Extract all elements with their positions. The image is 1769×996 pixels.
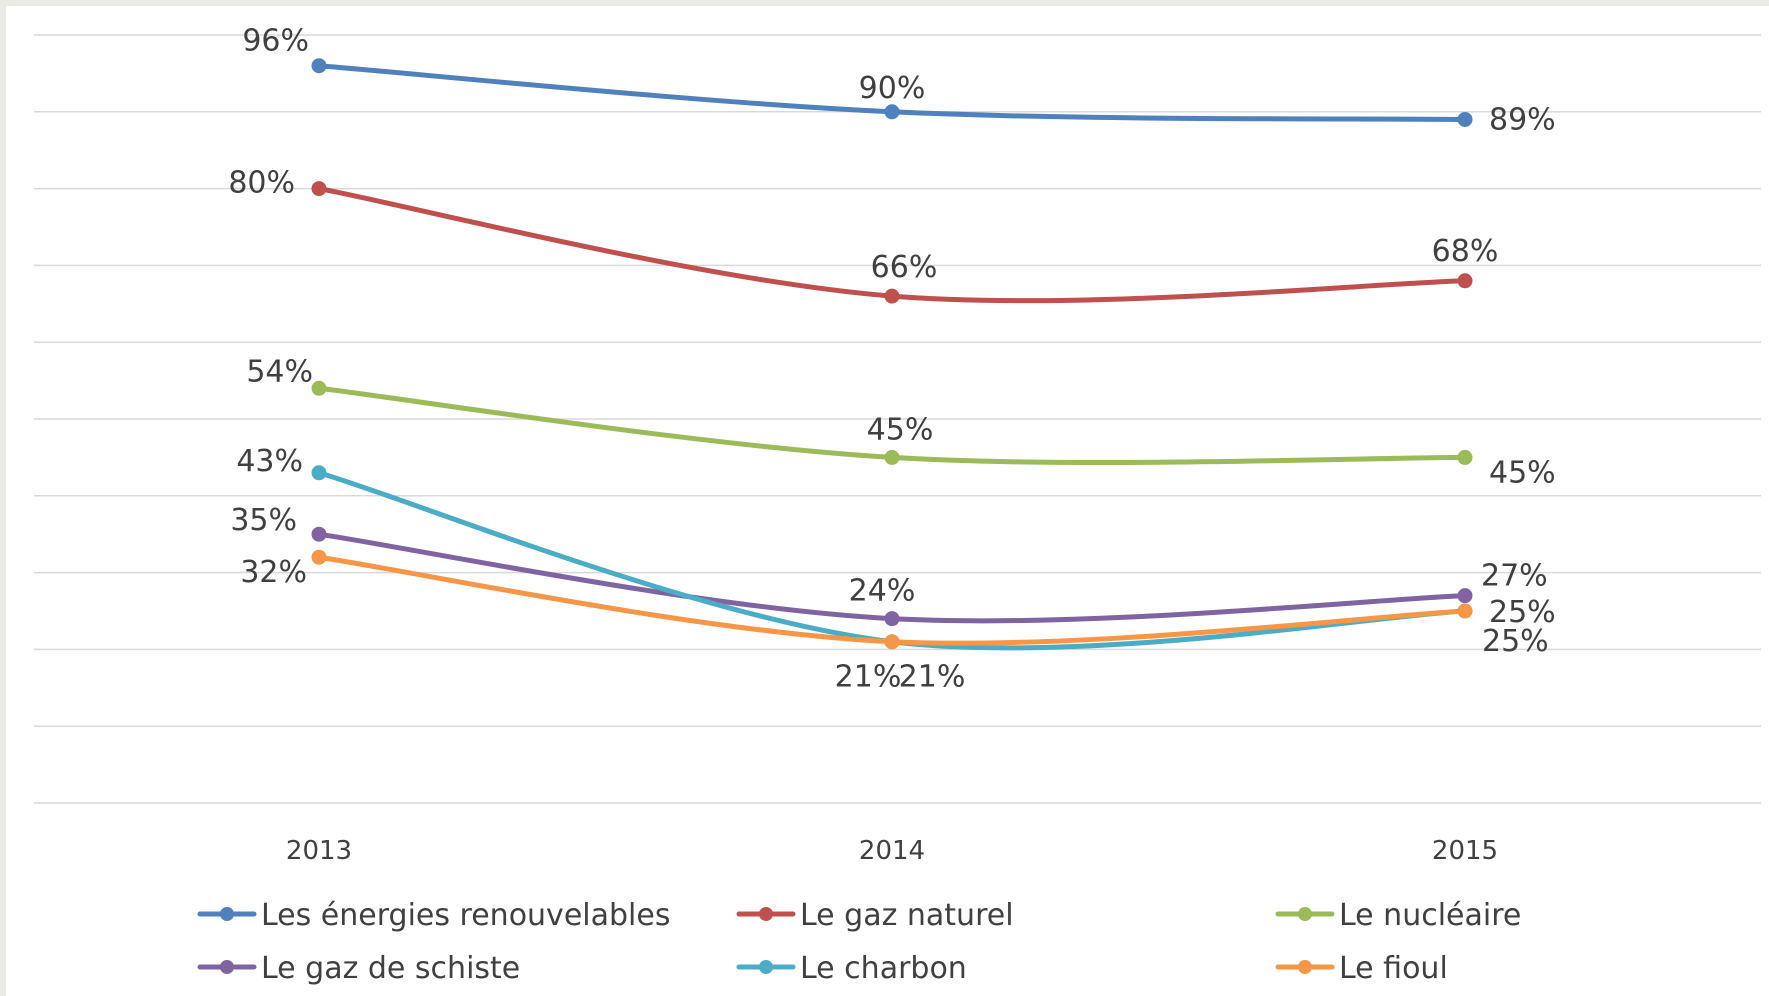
data-label: 43% (236, 444, 303, 479)
legend-item: Le fioul (1275, 951, 1448, 986)
legend-swatch-marker (759, 960, 773, 974)
data-point (311, 58, 327, 74)
data-point (1457, 273, 1473, 289)
data-label: 25% (1489, 595, 1556, 630)
legend-label: Le nucléaire (1339, 898, 1521, 933)
legend-label: Le gaz naturel (800, 898, 1014, 933)
data-label: 96% (242, 24, 309, 59)
data-point (884, 449, 900, 465)
data-label: 68% (1432, 234, 1499, 269)
series-3 (311, 380, 1473, 466)
legend-label: Les énergies renouvelables (261, 898, 670, 933)
data-label: 90% (859, 71, 926, 106)
legend-swatch-marker (1298, 907, 1312, 921)
data-point (311, 465, 327, 481)
chart-frame: 96% 90% 89% 80% 66% 68% 54% 45% 45% 35% 24% 27% 43% 2… (6, 6, 1769, 996)
data-point (884, 611, 900, 627)
data-label: 21% (835, 660, 902, 695)
legend: Les énergies renouvelables Le gaz naturel… (197, 898, 1521, 986)
gridlines (34, 34, 1761, 804)
data-point (1457, 603, 1473, 619)
data-point (311, 549, 327, 565)
legend-swatch-marker (759, 907, 773, 921)
data-label: 25% (1482, 624, 1549, 659)
data-label: 89% (1489, 102, 1556, 137)
legend-swatch-marker (1298, 960, 1312, 974)
line-chart: 96% 90% 89% 80% 66% 68% 54% 45% 45% 35% 24% 27% 43% 2… (34, 24, 1761, 986)
series-layer (311, 58, 1473, 651)
data-label: 45% (1489, 455, 1556, 490)
data-point (1457, 449, 1473, 465)
data-point (311, 380, 327, 396)
series-1 (311, 58, 1473, 127)
legend-item: Le charbon (736, 951, 967, 986)
x-axis: 2013 2014 2015 (286, 836, 1498, 866)
legend-item: Le gaz de schiste (197, 951, 520, 986)
data-point (311, 181, 327, 197)
legend-item: Le gaz naturel (736, 898, 1014, 933)
data-label: 66% (871, 250, 938, 285)
data-point (884, 104, 900, 120)
series-2 (311, 181, 1473, 304)
data-point (1457, 588, 1473, 604)
data-point (1457, 111, 1473, 127)
legend-item: Le nucléaire (1275, 898, 1521, 933)
legend-item: Les énergies renouvelables (197, 898, 670, 933)
legend-label: Le fioul (1339, 951, 1448, 986)
series-4 (311, 526, 1473, 627)
legend-swatch-marker (220, 907, 234, 921)
legend-swatch-marker (220, 960, 234, 974)
data-label: 80% (228, 166, 295, 201)
data-point (311, 526, 327, 542)
data-label: 32% (240, 555, 307, 590)
data-point (884, 634, 900, 650)
series-6 (311, 549, 1473, 650)
x-tick-label: 2015 (1432, 836, 1498, 866)
data-label: 27% (1481, 559, 1548, 594)
x-tick-label: 2013 (286, 836, 352, 866)
legend-label: Le charbon (800, 951, 967, 986)
legend-label: Le gaz de schiste (261, 951, 520, 986)
data-label: 35% (230, 503, 297, 538)
data-point (884, 288, 900, 304)
data-labels: 96% 90% 89% 80% 66% 68% 54% 45% 45% 35% 24% 27% 43% 2… (228, 24, 1555, 695)
data-label: 45% (867, 412, 934, 447)
data-label: 54% (246, 354, 313, 389)
x-tick-label: 2014 (859, 836, 925, 866)
data-label: 24% (849, 574, 916, 609)
data-label: 21% (899, 660, 966, 695)
